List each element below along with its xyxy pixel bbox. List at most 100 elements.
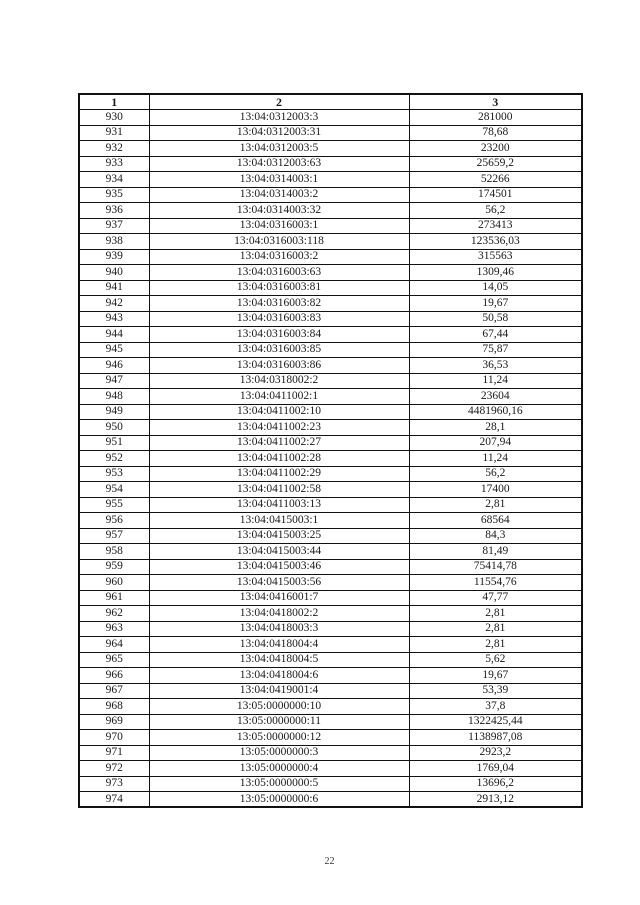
table-row: 943 13:04:0316003:83 50,58 [78,310,583,327]
cell-index: 960 [78,574,150,591]
cell-index: 935 [78,186,150,203]
page-number: 22 [324,856,335,867]
cell-value: 2,81 [408,620,583,637]
cell-index: 932 [78,140,150,157]
cell-cadastral: 13:05:0000000:12 [148,729,410,746]
cell-index: 956 [78,512,150,529]
table-row: 966 13:04:0418004:6 19,67 [78,667,583,684]
cell-value: 1769,04 [408,760,583,777]
table-row: 969 13:05:0000000:11 1322425,44 [78,713,583,730]
table-row: 970 13:05:0000000:12 1138987,08 [78,729,583,746]
cell-cadastral: 13:05:0000000:4 [148,760,410,777]
cell-index: 968 [78,698,150,715]
cell-index: 940 [78,264,150,281]
cell-index: 958 [78,543,150,560]
table-header: 1 2 3 [78,93,583,110]
table-row: 949 13:04:0411002:10 4481960,16 [78,403,583,420]
table-row: 974 13:05:0000000:6 2913,12 [78,791,583,808]
cell-cadastral: 13:04:0312003:63 [148,155,410,172]
cell-value: 53,39 [408,682,583,699]
table-row: 954 13:04:0411002:58 17400 [78,481,583,498]
cell-index: 946 [78,357,150,374]
cell-value: 4481960,16 [408,403,583,420]
cell-cadastral: 13:04:0418004:5 [148,651,410,668]
cell-index: 949 [78,403,150,420]
cell-index: 942 [78,295,150,312]
cell-cadastral: 13:05:0000000:10 [148,698,410,715]
table-row: 936 13:04:0314003:32 56,2 [78,202,583,219]
table-row: 944 13:04:0316003:84 67,44 [78,326,583,343]
table-row: 947 13:04:0318002:2 11,24 [78,372,583,389]
table-row: 942 13:04:0316003:82 19,67 [78,295,583,312]
cell-value: 315563 [408,248,583,265]
table-row: 946 13:04:0316003:86 36,53 [78,357,583,374]
cell-index: 951 [78,434,150,451]
cell-cadastral: 13:05:0000000:3 [148,744,410,761]
cell-index: 969 [78,713,150,730]
table-row: 952 13:04:0411002:28 11,24 [78,450,583,467]
table-row: 951 13:04:0411002:27 207,94 [78,434,583,451]
cell-value: 36,53 [408,357,583,374]
data-table: 1 2 3 930 13:04:0312003:3 281000 931 13:… [78,93,583,808]
cell-cadastral: 13:04:0316003:2 [148,248,410,265]
table-row: 962 13:04:0418002:2 2,81 [78,605,583,622]
cell-index: 953 [78,465,150,482]
cell-value: 50,58 [408,310,583,327]
cell-index: 971 [78,744,150,761]
table-row: 937 13:04:0316003:1 273413 [78,217,583,234]
cell-value: 273413 [408,217,583,234]
cell-index: 952 [78,450,150,467]
cell-index: 948 [78,388,150,405]
table-row: 963 13:04:0418003:3 2,81 [78,620,583,637]
cell-index: 965 [78,651,150,668]
cell-cadastral: 13:05:0000000:5 [148,775,410,792]
cell-cadastral: 13:04:0316003:85 [148,341,410,358]
cell-cadastral: 13:04:0312003:3 [148,109,410,126]
cell-value: 2,81 [408,605,583,622]
cell-cadastral: 13:04:0316003:63 [148,264,410,281]
cell-index: 954 [78,481,150,498]
cell-cadastral: 13:04:0411002:23 [148,419,410,436]
cell-cadastral: 13:04:0418004:4 [148,636,410,653]
cell-cadastral: 13:04:0316003:83 [148,310,410,327]
cell-index: 963 [78,620,150,637]
cell-value: 123536,03 [408,233,583,250]
cell-index: 967 [78,682,150,699]
table-row: 931 13:04:0312003:31 78,68 [78,124,583,141]
cell-index: 944 [78,326,150,343]
cell-index: 959 [78,558,150,575]
cell-index: 962 [78,605,150,622]
table-body: 930 13:04:0312003:3 281000 931 13:04:031… [78,109,583,808]
table-row: 964 13:04:0418004:4 2,81 [78,636,583,653]
cell-value: 19,67 [408,667,583,684]
cell-cadastral: 13:04:0411002:58 [148,481,410,498]
cell-index: 931 [78,124,150,141]
cell-value: 174501 [408,186,583,203]
table-row: 967 13:04:0419001:4 53,39 [78,682,583,699]
cell-value: 47,77 [408,589,583,606]
cell-index: 939 [78,248,150,265]
cell-value: 2,81 [408,636,583,653]
table-row: 960 13:04:0415003:56 11554,76 [78,574,583,591]
cell-index: 970 [78,729,150,746]
table-row: 939 13:04:0316003:2 315563 [78,248,583,265]
cell-cadastral: 13:04:0415003:25 [148,527,410,544]
cell-cadastral: 13:04:0316003:81 [148,279,410,296]
cell-index: 955 [78,496,150,513]
cell-value: 11554,76 [408,574,583,591]
cell-value: 52266 [408,171,583,188]
header-cell-cadastral: 2 [148,93,410,110]
table-row: 941 13:04:0316003:81 14,05 [78,279,583,296]
cell-cadastral: 13:04:0415003:56 [148,574,410,591]
cell-cadastral: 13:04:0419001:4 [148,682,410,699]
cell-value: 56,2 [408,465,583,482]
cell-cadastral: 13:05:0000000:6 [148,791,410,808]
cell-value: 78,68 [408,124,583,141]
cell-cadastral: 13:05:0000000:11 [148,713,410,730]
cell-index: 961 [78,589,150,606]
cell-index: 974 [78,791,150,808]
cell-cadastral: 13:04:0411002:28 [148,450,410,467]
cell-cadastral: 13:04:0312003:31 [148,124,410,141]
cell-cadastral: 13:04:0316003:1 [148,217,410,234]
cell-index: 972 [78,760,150,777]
